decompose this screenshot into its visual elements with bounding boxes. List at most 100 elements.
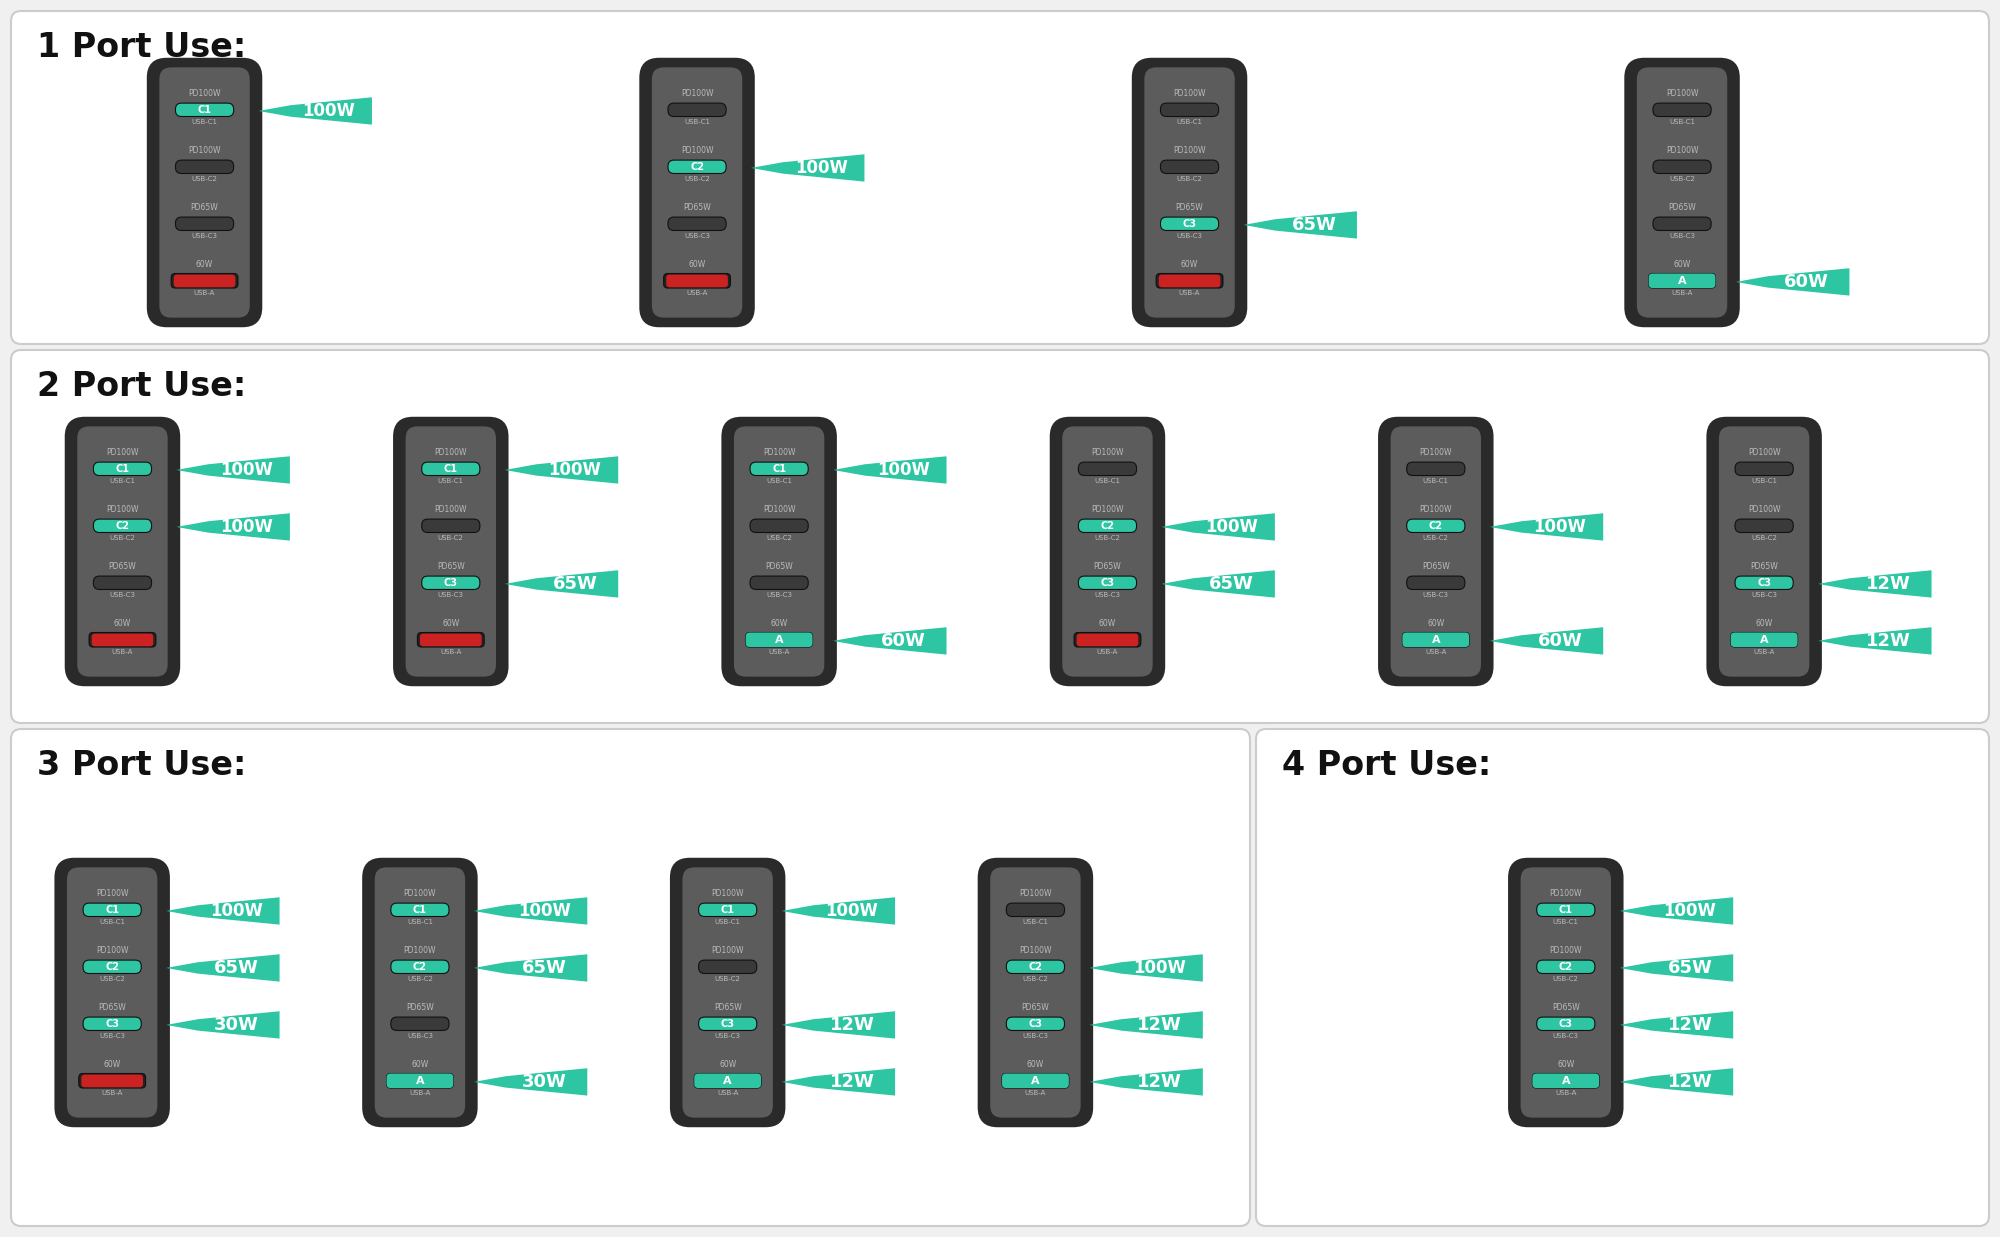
Text: 12W: 12W (1866, 632, 1910, 649)
Text: A: A (1032, 1076, 1040, 1086)
FancyBboxPatch shape (750, 520, 808, 532)
Text: C1: C1 (198, 105, 212, 115)
Text: PD65W: PD65W (108, 563, 136, 571)
Text: PD100W: PD100W (434, 448, 468, 458)
Text: PD100W: PD100W (404, 946, 436, 955)
Text: PD100W: PD100W (712, 946, 744, 955)
Text: A: A (724, 1076, 732, 1086)
Text: C1: C1 (720, 904, 734, 915)
Text: 60W: 60W (1784, 273, 1828, 291)
Text: C1: C1 (106, 904, 120, 915)
FancyBboxPatch shape (1144, 67, 1234, 318)
Text: USB-C1: USB-C1 (110, 479, 136, 485)
FancyBboxPatch shape (1402, 632, 1470, 647)
Text: PD100W: PD100W (1550, 889, 1582, 898)
Text: C3: C3 (444, 578, 458, 588)
Text: PD65W: PD65W (766, 563, 794, 571)
FancyBboxPatch shape (1006, 1017, 1064, 1030)
Text: C3: C3 (1758, 578, 1772, 588)
Polygon shape (1090, 1069, 1202, 1096)
Text: PD100W: PD100W (762, 448, 796, 458)
Text: USB-C1: USB-C1 (100, 919, 126, 925)
Text: PD100W: PD100W (106, 506, 138, 515)
Polygon shape (1244, 212, 1356, 239)
FancyBboxPatch shape (1078, 576, 1136, 590)
Text: PD65W: PD65W (684, 203, 710, 213)
Text: 60W: 60W (1558, 1060, 1574, 1069)
Text: C3: C3 (106, 1019, 120, 1029)
Text: USB-C2: USB-C2 (1552, 976, 1578, 982)
Text: C3: C3 (1182, 219, 1196, 229)
Polygon shape (1736, 268, 1850, 296)
Text: A: A (774, 635, 784, 644)
Text: USB-A: USB-A (1178, 291, 1200, 297)
Text: PD65W: PD65W (436, 563, 464, 571)
FancyBboxPatch shape (1078, 463, 1136, 475)
FancyBboxPatch shape (1074, 632, 1140, 647)
Polygon shape (1090, 954, 1202, 982)
Text: PD65W: PD65W (190, 203, 218, 213)
Text: PD100W: PD100W (1092, 448, 1124, 458)
Text: USB-C1: USB-C1 (1670, 119, 1696, 125)
Text: USB-C1: USB-C1 (192, 119, 218, 125)
Text: 100W: 100W (1134, 959, 1186, 977)
Text: 100W: 100W (1206, 518, 1258, 536)
Text: PD65W: PD65W (714, 1003, 742, 1012)
Text: 100W: 100W (794, 158, 848, 177)
FancyBboxPatch shape (1652, 160, 1712, 173)
FancyBboxPatch shape (1648, 273, 1716, 288)
FancyBboxPatch shape (746, 632, 812, 647)
FancyBboxPatch shape (682, 867, 772, 1118)
FancyBboxPatch shape (694, 1074, 762, 1089)
Polygon shape (1162, 513, 1274, 541)
Text: 60W: 60W (412, 1060, 428, 1069)
Text: USB-C3: USB-C3 (1422, 593, 1448, 599)
FancyBboxPatch shape (734, 427, 824, 677)
Text: C2: C2 (1558, 962, 1572, 972)
Text: 60W: 60W (442, 620, 460, 628)
Text: PD65W: PD65W (98, 1003, 126, 1012)
Text: 3 Port Use:: 3 Port Use: (36, 748, 246, 782)
Text: PD65W: PD65W (1668, 203, 1696, 213)
FancyBboxPatch shape (1536, 903, 1594, 917)
Text: USB-C1: USB-C1 (1022, 919, 1048, 925)
Text: USB-C2: USB-C2 (1176, 177, 1202, 182)
Text: USB-C2: USB-C2 (684, 177, 710, 182)
FancyBboxPatch shape (1406, 576, 1464, 590)
Text: 100W: 100W (826, 902, 878, 920)
FancyBboxPatch shape (1534, 1075, 1596, 1087)
FancyBboxPatch shape (422, 520, 480, 532)
FancyBboxPatch shape (12, 11, 1988, 344)
Text: USB-C1: USB-C1 (1552, 919, 1578, 925)
Text: 60W: 60W (1026, 1060, 1044, 1069)
Text: USB-C2: USB-C2 (766, 536, 792, 542)
Text: USB-A: USB-A (1426, 649, 1446, 656)
FancyBboxPatch shape (1734, 633, 1794, 646)
Text: A: A (416, 1076, 424, 1086)
Text: USB-C3: USB-C3 (1752, 593, 1778, 599)
FancyBboxPatch shape (666, 275, 728, 287)
Text: USB-C3: USB-C3 (1022, 1033, 1048, 1039)
FancyBboxPatch shape (668, 103, 726, 116)
Text: C2: C2 (116, 521, 130, 531)
Text: USB-C1: USB-C1 (1752, 479, 1778, 485)
FancyBboxPatch shape (694, 1074, 762, 1089)
FancyBboxPatch shape (66, 418, 178, 684)
FancyBboxPatch shape (1406, 520, 1464, 532)
FancyBboxPatch shape (642, 59, 754, 325)
Polygon shape (1090, 1011, 1202, 1039)
FancyBboxPatch shape (92, 633, 154, 646)
Polygon shape (1620, 1011, 1734, 1039)
FancyBboxPatch shape (82, 1075, 142, 1087)
Text: C2: C2 (106, 962, 120, 972)
FancyBboxPatch shape (364, 860, 476, 1126)
Text: PD100W: PD100W (96, 946, 128, 955)
Text: USB-C3: USB-C3 (438, 593, 464, 599)
Text: USB-A: USB-A (102, 1090, 122, 1096)
FancyBboxPatch shape (422, 576, 480, 590)
FancyBboxPatch shape (1404, 633, 1466, 646)
FancyBboxPatch shape (1160, 216, 1218, 230)
FancyBboxPatch shape (1532, 1074, 1600, 1089)
FancyBboxPatch shape (696, 1075, 758, 1087)
Text: USB-A: USB-A (112, 649, 134, 656)
